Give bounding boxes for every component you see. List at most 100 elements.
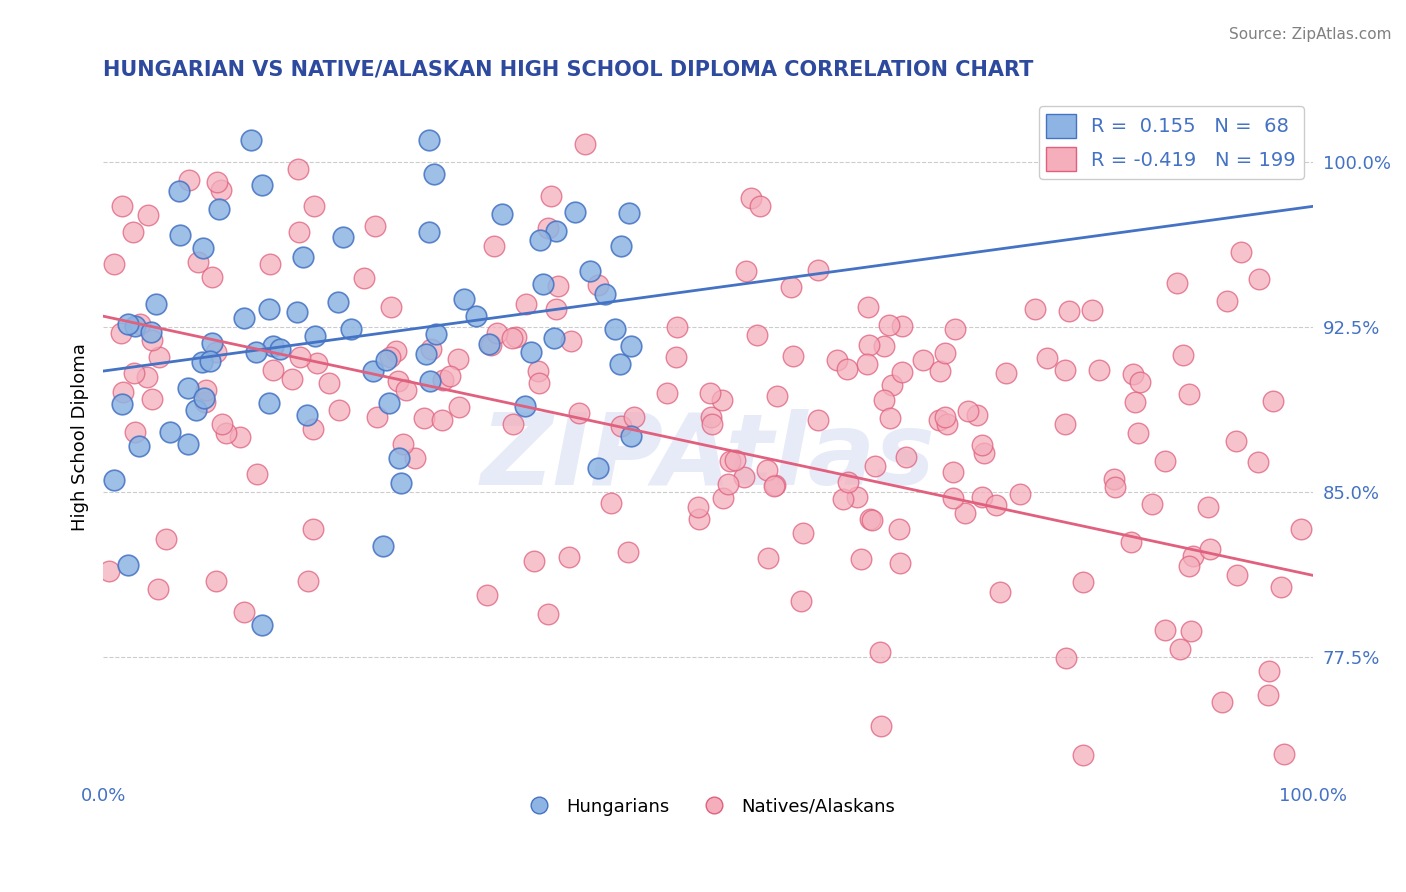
Point: [302, 522, 325, 536]
Point: [124, 425, 146, 439]
Point: [873, 392, 896, 407]
Point: [318, 376, 340, 390]
Point: [620, 339, 643, 353]
Point: [837, 475, 859, 489]
Point: [121, 225, 143, 239]
Point: [366, 410, 388, 425]
Point: [1054, 650, 1077, 665]
Point: [1081, 303, 1104, 318]
Point: [124, 318, 146, 333]
Point: [195, 384, 218, 398]
Point: [328, 403, 350, 417]
Point: [568, 406, 591, 420]
Point: [807, 412, 830, 426]
Point: [617, 206, 640, 220]
Point: [515, 297, 537, 311]
Point: [375, 352, 398, 367]
Point: [413, 411, 436, 425]
Point: [204, 345, 226, 359]
Point: [302, 199, 325, 213]
Point: [970, 490, 993, 504]
Point: [891, 365, 914, 379]
Point: [1199, 541, 1222, 556]
Point: [262, 363, 284, 377]
Point: [373, 539, 395, 553]
Point: [531, 277, 554, 291]
Point: [560, 334, 582, 349]
Point: [1211, 695, 1233, 709]
Point: [395, 383, 418, 397]
Point: [167, 184, 190, 198]
Point: [609, 357, 631, 371]
Point: [1289, 522, 1312, 536]
Point: [686, 500, 709, 514]
Point: [111, 397, 134, 411]
Point: [332, 230, 354, 244]
Point: [546, 302, 568, 317]
Point: [246, 467, 269, 481]
Point: [201, 269, 224, 284]
Point: [929, 364, 952, 378]
Point: [177, 437, 200, 451]
Point: [1142, 497, 1164, 511]
Point: [953, 506, 976, 520]
Point: [1230, 244, 1253, 259]
Point: [385, 344, 408, 359]
Point: [1010, 487, 1032, 501]
Point: [1178, 386, 1201, 401]
Point: [103, 473, 125, 487]
Point: [1057, 304, 1080, 318]
Point: [790, 594, 813, 608]
Point: [1104, 480, 1126, 494]
Point: [956, 403, 979, 417]
Point: [547, 279, 569, 293]
Point: [1128, 425, 1150, 440]
Point: [766, 389, 789, 403]
Point: [187, 255, 209, 269]
Point: [117, 317, 139, 331]
Point: [501, 331, 523, 345]
Point: [146, 582, 169, 597]
Point: [485, 326, 508, 340]
Point: [610, 239, 633, 253]
Point: [858, 337, 880, 351]
Point: [1197, 500, 1219, 514]
Point: [505, 329, 527, 343]
Point: [935, 417, 957, 431]
Point: [135, 370, 157, 384]
Point: [128, 439, 150, 453]
Point: [1247, 272, 1270, 286]
Point: [449, 401, 471, 415]
Legend: Hungarians, Natives/Alaskans: Hungarians, Natives/Alaskans: [513, 790, 903, 823]
Point: [177, 173, 200, 187]
Point: [453, 293, 475, 307]
Point: [191, 241, 214, 255]
Point: [291, 250, 314, 264]
Point: [792, 525, 814, 540]
Point: [1154, 454, 1177, 468]
Point: [1102, 471, 1125, 485]
Point: [593, 287, 616, 301]
Point: [340, 322, 363, 336]
Point: [245, 345, 267, 359]
Point: [699, 386, 721, 401]
Point: [718, 454, 741, 468]
Point: [404, 450, 426, 465]
Point: [1125, 395, 1147, 409]
Point: [239, 133, 262, 147]
Point: [970, 437, 993, 451]
Point: [1258, 665, 1281, 679]
Point: [478, 337, 501, 351]
Point: [537, 607, 560, 622]
Point: [527, 376, 550, 390]
Point: [287, 225, 309, 239]
Point: [620, 429, 643, 443]
Point: [724, 453, 747, 467]
Point: [942, 466, 965, 480]
Text: Source: ZipAtlas.com: Source: ZipAtlas.com: [1229, 27, 1392, 42]
Point: [934, 346, 956, 360]
Point: [711, 491, 734, 505]
Point: [415, 347, 437, 361]
Point: [233, 311, 256, 326]
Point: [747, 328, 769, 343]
